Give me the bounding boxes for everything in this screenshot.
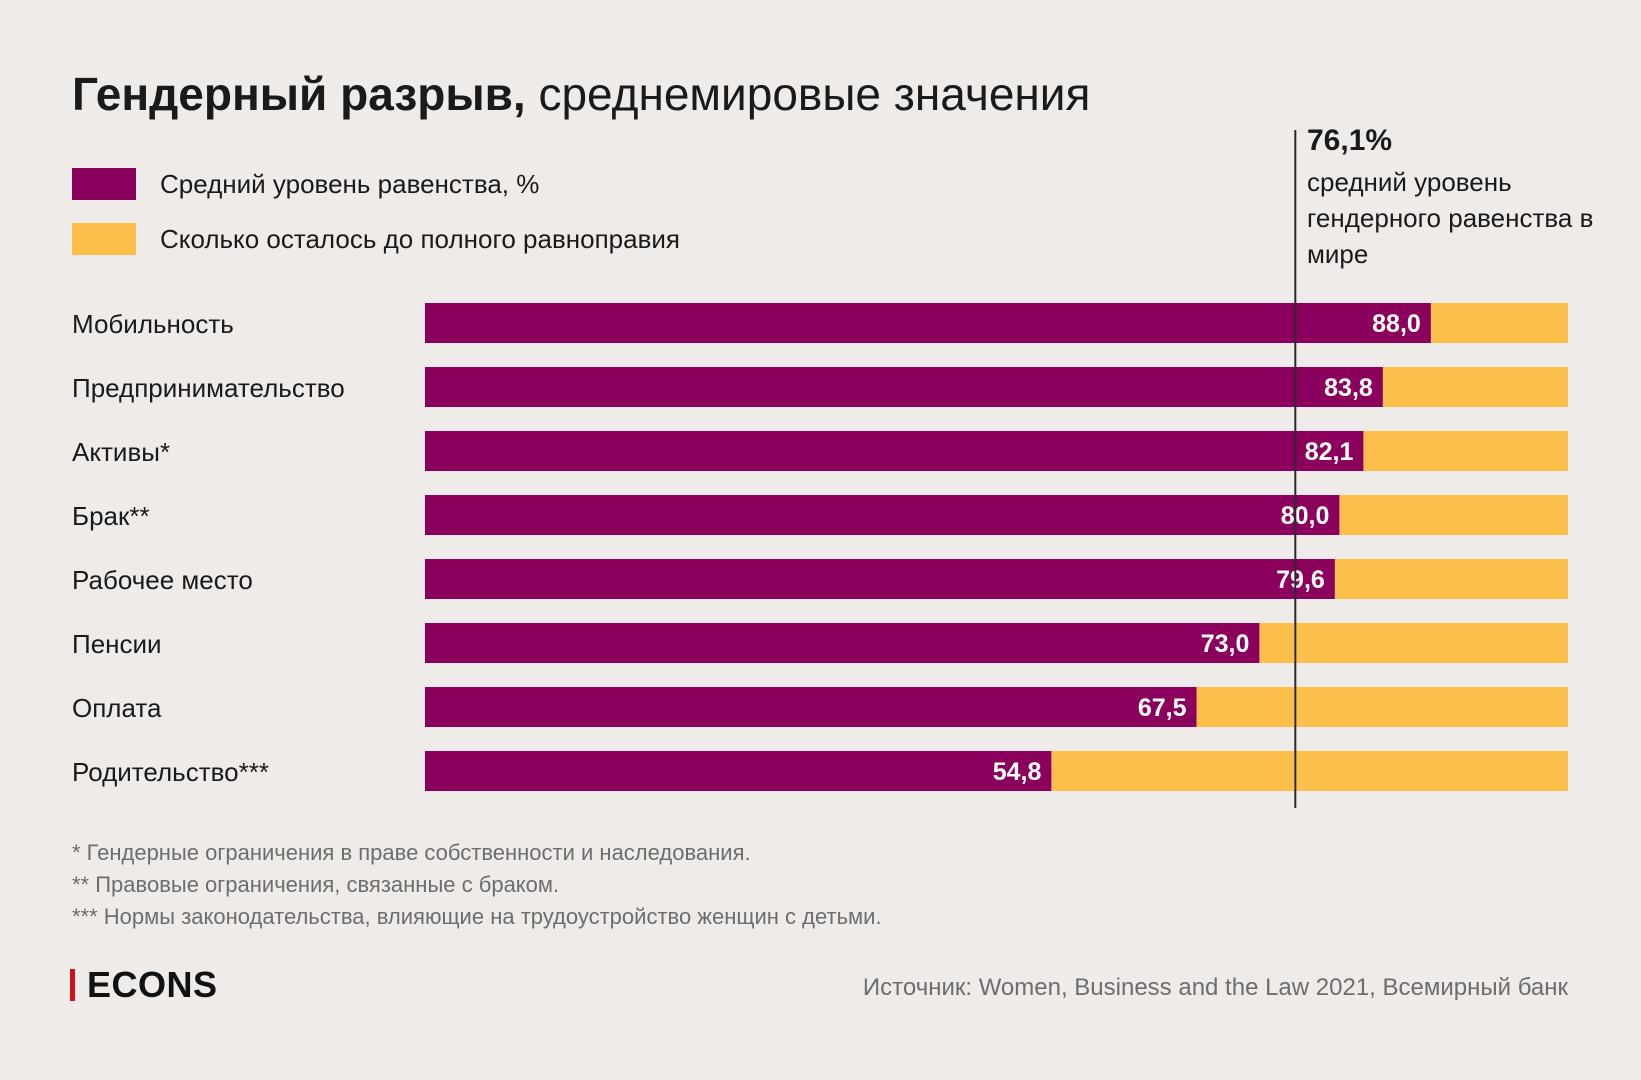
category-label: Пенсии xyxy=(72,629,162,659)
bar-equality xyxy=(425,367,1383,407)
bar-equality xyxy=(425,687,1197,727)
footnote-2: ** Правовые ограничения, связанные с бра… xyxy=(72,872,560,897)
bar-equality xyxy=(425,431,1364,471)
chart-title: Гендерный разрыв, среднемировые значения xyxy=(72,66,1090,122)
chart-title-light: среднемировые значения xyxy=(525,68,1091,120)
category-label: Оплата xyxy=(72,693,162,723)
bar-remaining xyxy=(1259,623,1568,663)
bar-value-label: 80,0 xyxy=(1281,502,1330,530)
category-label: Активы* xyxy=(72,437,170,467)
legend-swatch-equality xyxy=(72,168,136,200)
bar-value-label: 73,0 xyxy=(1201,630,1250,658)
bar-remaining xyxy=(1339,495,1568,535)
logo-accent-bar xyxy=(70,969,75,1001)
bar-equality xyxy=(425,559,1335,599)
bar-value-label: 54,8 xyxy=(993,758,1042,786)
bar-remaining xyxy=(1334,559,1568,599)
legend-item-equality: Средний уровень равенства, % xyxy=(72,168,539,200)
category-label: Мобильность xyxy=(72,309,234,339)
bar-value-label: 82,1 xyxy=(1305,438,1354,466)
bar-remaining xyxy=(1382,367,1568,407)
category-label: Рабочее место xyxy=(72,565,253,595)
footnote-3: *** Нормы законодательства, влияющие на … xyxy=(72,904,882,929)
legend-label-equality: Средний уровень равенства, % xyxy=(160,168,540,199)
econs-logo: ECONS xyxy=(70,964,218,1005)
category-label: Предпринимательство xyxy=(72,373,345,403)
bar-value-label: 88,0 xyxy=(1372,310,1421,338)
chart-title-bold: Гендерный разрыв, xyxy=(72,68,526,120)
legend-label-remaining: Сколько осталось до полного равноправия xyxy=(160,223,680,254)
bar-value-label: 67,5 xyxy=(1138,694,1187,722)
bar-remaining xyxy=(1051,751,1568,791)
legend-item-remaining: Сколько осталось до полного равноправия xyxy=(72,223,680,255)
category-label: Брак** xyxy=(72,501,150,531)
bar-remaining xyxy=(1196,687,1568,727)
bar-equality xyxy=(425,303,1431,343)
bar-remaining xyxy=(1430,303,1568,343)
bar-value-label: 83,8 xyxy=(1324,374,1373,402)
category-label: Родительство*** xyxy=(72,757,269,787)
bar-equality xyxy=(425,495,1340,535)
average-label: средний уровень гендерного равенства в м… xyxy=(1307,167,1594,269)
bar-equality xyxy=(425,751,1052,791)
bar-value-label: 79,6 xyxy=(1276,566,1325,594)
logo-text: ECONS xyxy=(87,964,218,1005)
bar-remaining xyxy=(1363,431,1568,471)
average-value: 76,1% xyxy=(1307,124,1393,157)
legend-swatch-remaining xyxy=(72,223,136,255)
bar-equality xyxy=(425,623,1260,663)
source-note: Источник: Women, Business and the Law 20… xyxy=(862,974,1568,1001)
footnote-1: * Гендерные ограничения в праве собствен… xyxy=(72,840,751,865)
